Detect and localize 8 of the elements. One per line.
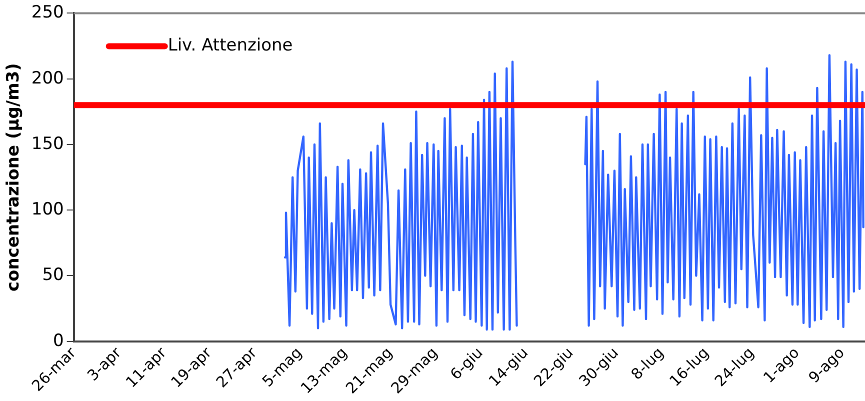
legend-label: Liv. Attenzione	[168, 36, 293, 56]
y-tick-label: 150	[31, 134, 64, 154]
y-tick-label: 200	[31, 68, 64, 88]
y-tick-label: 0	[53, 330, 64, 351]
y-axis-title: concentrazione (µg/m3)	[4, 63, 24, 292]
y-tick-label: 100	[31, 200, 64, 220]
y-tick-label: 50	[42, 265, 64, 286]
y-tick-label: 250	[31, 2, 64, 23]
